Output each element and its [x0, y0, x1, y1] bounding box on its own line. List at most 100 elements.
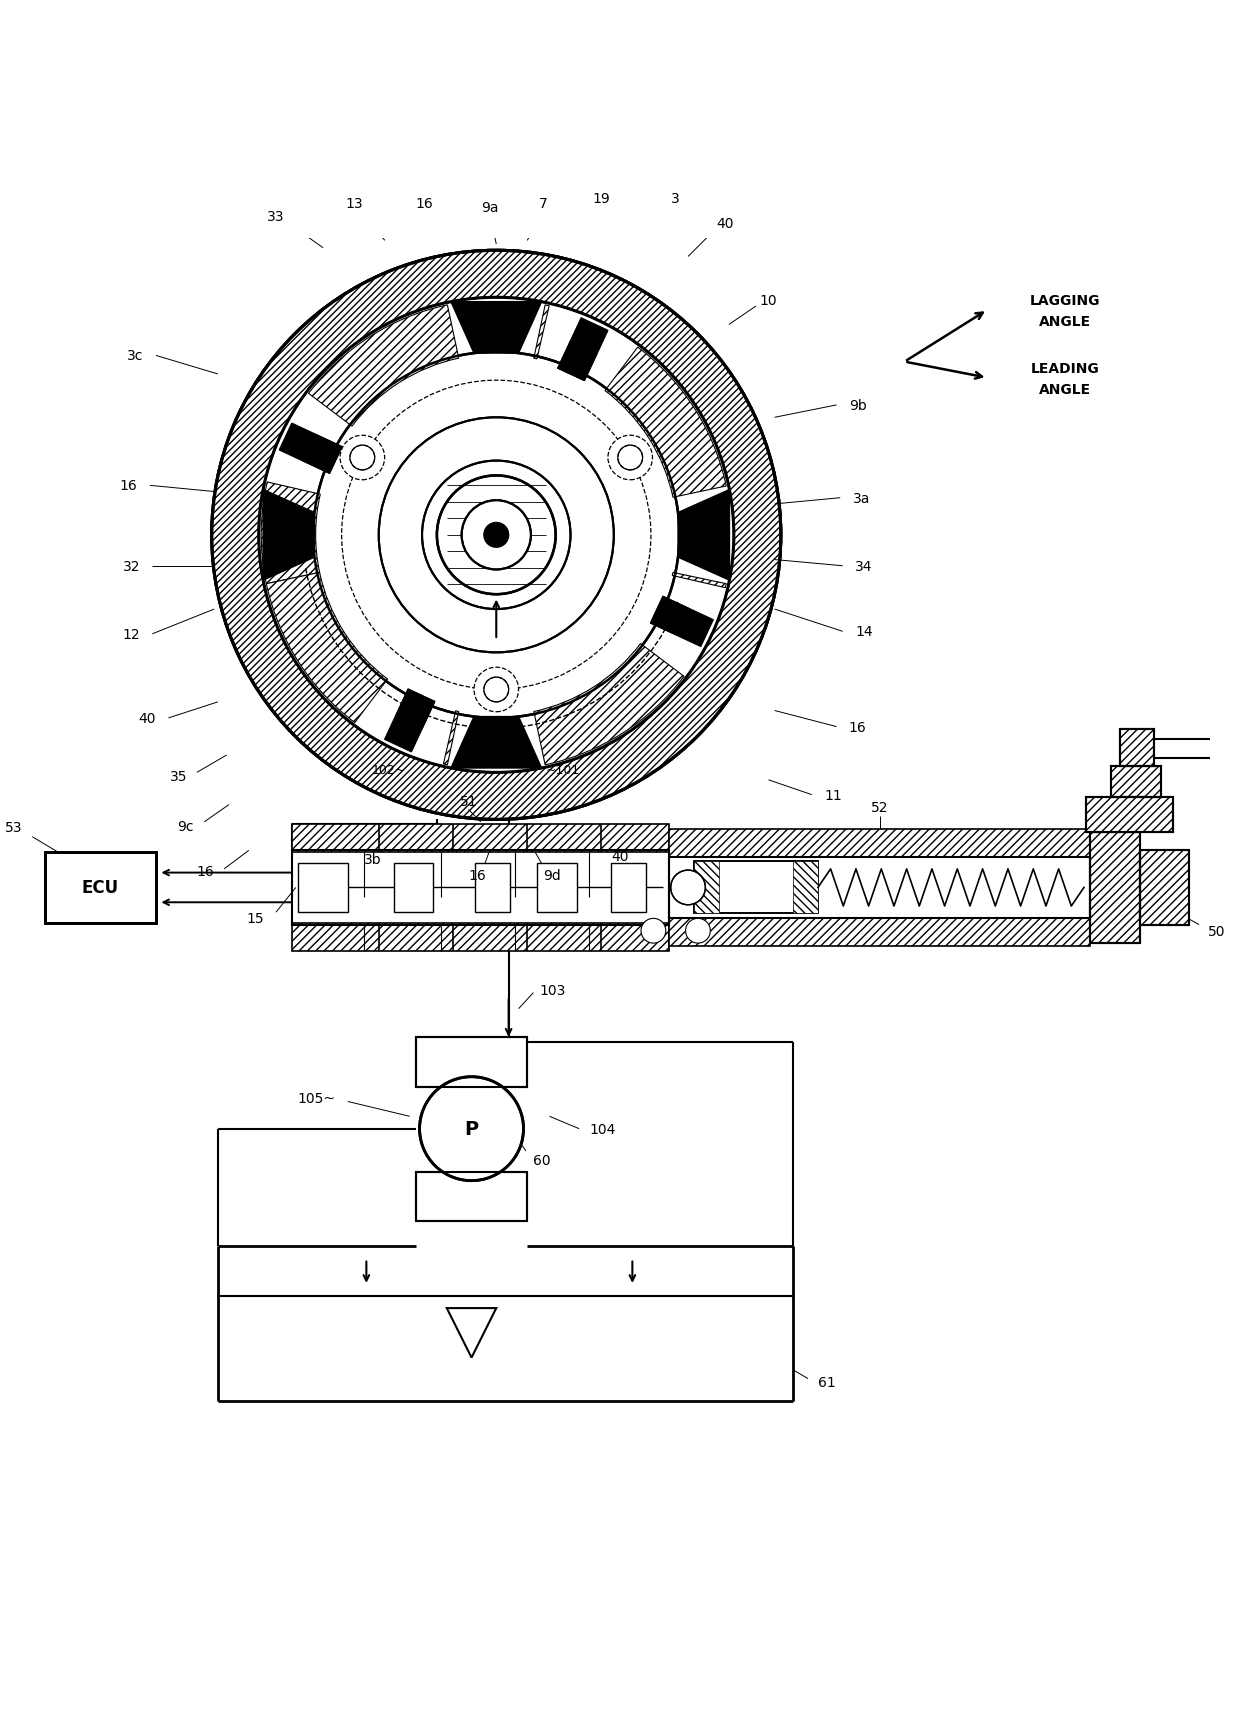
Wedge shape: [534, 644, 684, 766]
Bar: [293, 924, 670, 951]
Polygon shape: [396, 689, 435, 728]
Circle shape: [314, 353, 680, 718]
Text: 105~: 105~: [298, 1092, 336, 1106]
Circle shape: [340, 435, 384, 480]
Polygon shape: [650, 596, 713, 648]
Text: 16: 16: [849, 720, 867, 734]
Text: 34: 34: [856, 559, 873, 574]
Text: 60: 60: [533, 1154, 551, 1167]
Text: 50: 50: [1208, 924, 1225, 938]
Text: 35: 35: [170, 770, 187, 783]
Text: LAGGING: LAGGING: [1030, 293, 1101, 307]
Polygon shape: [558, 343, 596, 382]
Wedge shape: [444, 711, 459, 766]
Bar: [475, 864, 510, 912]
Bar: [415, 1037, 527, 1087]
Text: 14: 14: [856, 626, 873, 639]
Polygon shape: [451, 302, 542, 353]
Text: 13: 13: [345, 197, 363, 211]
Circle shape: [608, 435, 652, 480]
Text: 102~: 102~: [372, 764, 405, 776]
Text: 104: 104: [589, 1123, 615, 1136]
Bar: [45, 852, 156, 924]
Text: LEADING: LEADING: [1030, 362, 1100, 375]
Polygon shape: [384, 689, 435, 752]
Text: 7: 7: [539, 197, 548, 211]
Text: 32: 32: [123, 559, 140, 574]
Bar: [694, 862, 818, 914]
Bar: [1086, 797, 1173, 833]
Text: 40: 40: [611, 850, 629, 864]
Bar: [694, 862, 719, 914]
Bar: [1090, 833, 1140, 943]
Text: 3: 3: [671, 192, 680, 206]
Text: ~101: ~101: [546, 764, 580, 776]
Text: ANGLE: ANGLE: [1039, 315, 1091, 329]
Polygon shape: [650, 596, 689, 636]
Wedge shape: [309, 305, 459, 427]
Polygon shape: [263, 490, 315, 581]
Circle shape: [436, 476, 556, 595]
Text: ECU: ECU: [82, 879, 119, 896]
Text: 10: 10: [760, 293, 777, 307]
Text: 3c: 3c: [128, 350, 144, 363]
Text: 16: 16: [120, 478, 138, 494]
Bar: [293, 850, 670, 926]
Bar: [670, 919, 1090, 946]
Text: P: P: [465, 1119, 479, 1138]
Bar: [393, 864, 433, 912]
Text: 16: 16: [196, 866, 215, 879]
Text: 3b: 3b: [363, 852, 382, 867]
Text: 11: 11: [825, 788, 842, 802]
Bar: [611, 864, 646, 912]
Circle shape: [378, 418, 614, 653]
Bar: [1111, 766, 1161, 797]
Text: 3a: 3a: [853, 492, 870, 506]
Polygon shape: [451, 716, 542, 768]
Text: 103: 103: [539, 984, 565, 998]
Text: 16: 16: [469, 869, 486, 883]
Bar: [1086, 797, 1173, 833]
Polygon shape: [558, 319, 608, 382]
Circle shape: [474, 668, 518, 713]
Circle shape: [641, 919, 666, 943]
Text: 12: 12: [123, 627, 140, 641]
Bar: [299, 864, 347, 912]
Text: 19: 19: [593, 192, 610, 206]
Bar: [1090, 833, 1140, 943]
Bar: [415, 1172, 527, 1222]
Text: 40: 40: [139, 711, 156, 725]
Circle shape: [419, 1076, 523, 1181]
Bar: [537, 864, 577, 912]
Wedge shape: [605, 348, 727, 499]
Bar: [1120, 730, 1154, 766]
Bar: [415, 1172, 527, 1222]
Text: 9c: 9c: [176, 819, 193, 833]
Circle shape: [686, 919, 711, 943]
Bar: [415, 1037, 527, 1087]
Text: 40: 40: [717, 218, 734, 231]
Text: 9d: 9d: [543, 869, 560, 883]
Polygon shape: [279, 423, 342, 475]
Bar: [670, 857, 1090, 919]
Circle shape: [422, 461, 570, 610]
Wedge shape: [534, 305, 549, 360]
Text: 52: 52: [870, 800, 889, 814]
Circle shape: [212, 252, 781, 819]
Bar: [1140, 850, 1189, 926]
Circle shape: [484, 677, 508, 703]
Text: ANGLE: ANGLE: [1039, 382, 1091, 396]
Wedge shape: [262, 483, 320, 584]
Bar: [293, 824, 670, 852]
Wedge shape: [267, 572, 388, 723]
Text: 16: 16: [415, 197, 434, 211]
Text: 15: 15: [247, 912, 264, 926]
Circle shape: [618, 446, 642, 471]
Text: 61: 61: [818, 1376, 836, 1390]
Bar: [45, 852, 156, 924]
Text: 51: 51: [460, 794, 477, 809]
Text: 9a: 9a: [481, 201, 498, 214]
Polygon shape: [678, 490, 729, 581]
Bar: [670, 830, 1090, 857]
Text: 9b: 9b: [849, 399, 867, 413]
